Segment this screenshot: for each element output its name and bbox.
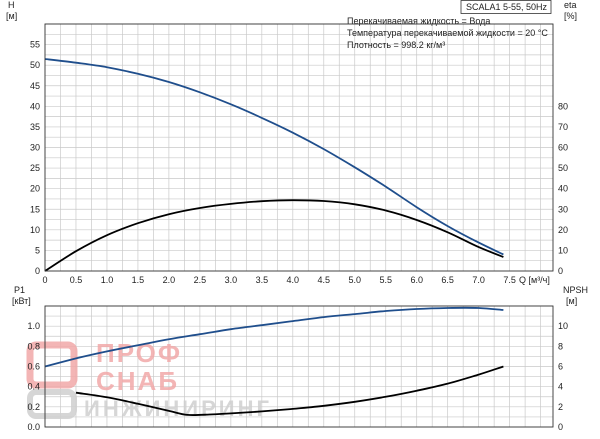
y-left-tick-label: 50 <box>30 60 40 70</box>
y-left-tick-label: 55 <box>30 40 40 50</box>
y-left-tick-label: 15 <box>30 204 40 214</box>
y-left-tick-label: 20 <box>30 184 40 194</box>
model-label: SCALA1 5-55, 50Hz <box>466 2 548 12</box>
y-left-tick-label: 0.0 <box>27 422 40 432</box>
y-left-tick-label: 5 <box>35 245 40 255</box>
x-tick-label: 4.0 <box>287 275 300 285</box>
x-tick-label: 3.5 <box>256 275 269 285</box>
bottom-left-axis-label-2: [кВт] <box>12 296 31 306</box>
info-line-liquid: Перекачиваемая жидкость = Вода <box>347 16 490 26</box>
plot-frame <box>44 23 554 272</box>
y-left-tick-label: 1.0 <box>27 321 40 331</box>
plot-frame <box>44 305 554 428</box>
y-right-tick-label: 20 <box>558 225 568 235</box>
watermark: ПРОФ СНАБ ИНЖИНИРИНГ <box>26 338 272 421</box>
x-tick-label: 5.0 <box>348 275 361 285</box>
top-left-axis-label-2: [м] <box>6 11 17 21</box>
y-right-tick-label: 6 <box>558 362 563 372</box>
info-line-temperature: Температура перекачиваемой жидкости = 20… <box>347 28 548 38</box>
series-line-panel1-0 <box>44 306 504 368</box>
series-layer <box>44 58 504 417</box>
x-tick-label: 1.0 <box>101 275 114 285</box>
y-right-tick-label: 8 <box>558 341 563 351</box>
frame-layer <box>44 23 554 428</box>
x-tick-label: 7.5 <box>503 275 516 285</box>
x-tick-label: 2.0 <box>163 275 176 285</box>
info-line-density: Плотность = 998.2 кг/м³ <box>347 40 445 50</box>
bottom-right-axis-label-1: NPSH <box>563 285 588 295</box>
y-left-tick-label: 45 <box>30 81 40 91</box>
top-right-axis-label-1: eta <box>564 0 577 10</box>
y-left-tick-label: 30 <box>30 143 40 153</box>
y-left-tick-label: 35 <box>30 122 40 132</box>
y-left-tick-label: 0 <box>35 266 40 276</box>
x-tick-label: 5.5 <box>379 275 392 285</box>
y-right-tick-label: 10 <box>558 321 568 331</box>
x-tick-label: 1.5 <box>132 275 145 285</box>
y-left-tick-label: 40 <box>30 101 40 111</box>
x-tick-label: 6.5 <box>441 275 454 285</box>
x-tick-label: 7.0 <box>472 275 485 285</box>
y-right-tick-label: 0 <box>558 422 563 432</box>
y-right-tick-label: 30 <box>558 204 568 214</box>
series-line-panel1-1 <box>75 365 504 417</box>
y-left-tick-label: 0.4 <box>27 382 40 392</box>
bottom-right-axis-label-2: [м] <box>566 296 577 306</box>
y-right-tick-label: 2 <box>558 402 563 412</box>
y-left-tick-label: 0.8 <box>27 341 40 351</box>
y-right-tick-label: 70 <box>558 122 568 132</box>
x-tick-label: 6.0 <box>410 275 423 285</box>
watermark-line1: ПРОФ <box>96 338 182 368</box>
y-right-tick-label: 0 <box>558 266 563 276</box>
top-left-axis-label-1: H <box>8 0 15 10</box>
y-left-tick-label: 10 <box>30 225 40 235</box>
x-tick-label: 0 <box>42 275 47 285</box>
y-right-tick-label: 50 <box>558 163 568 173</box>
y-right-tick-label: 80 <box>558 101 568 111</box>
y-left-tick-label: 25 <box>30 163 40 173</box>
y-right-tick-label: 10 <box>558 245 568 255</box>
y-left-tick-label: 0.6 <box>27 362 40 372</box>
tick-layer: 0510152025303540455055010203040506070800… <box>27 40 568 432</box>
y-right-tick-label: 60 <box>558 143 568 153</box>
watermark-logo-icon <box>26 341 78 419</box>
series-line-panel0-0 <box>44 58 504 256</box>
y-right-tick-label: 4 <box>558 382 563 392</box>
bottom-left-axis-label-1: P1 <box>14 285 25 295</box>
x-tick-label: 0.5 <box>70 275 83 285</box>
y-right-tick-label: 40 <box>558 184 568 194</box>
y-left-tick-label: 0.2 <box>27 402 40 412</box>
x-tick-label: 3.0 <box>225 275 238 285</box>
top-right-axis-label-2: [%] <box>564 11 577 21</box>
model-label-box <box>460 0 552 14</box>
watermark-line3: ИНЖИНИРИНГ <box>84 396 272 421</box>
series-line-panel0-1 <box>44 199 504 272</box>
watermark-line2: СНАБ <box>96 366 179 396</box>
top-x-axis-label: Q [м³/ч] <box>519 275 550 285</box>
x-tick-label: 2.5 <box>194 275 207 285</box>
x-tick-label: 4.5 <box>318 275 331 285</box>
